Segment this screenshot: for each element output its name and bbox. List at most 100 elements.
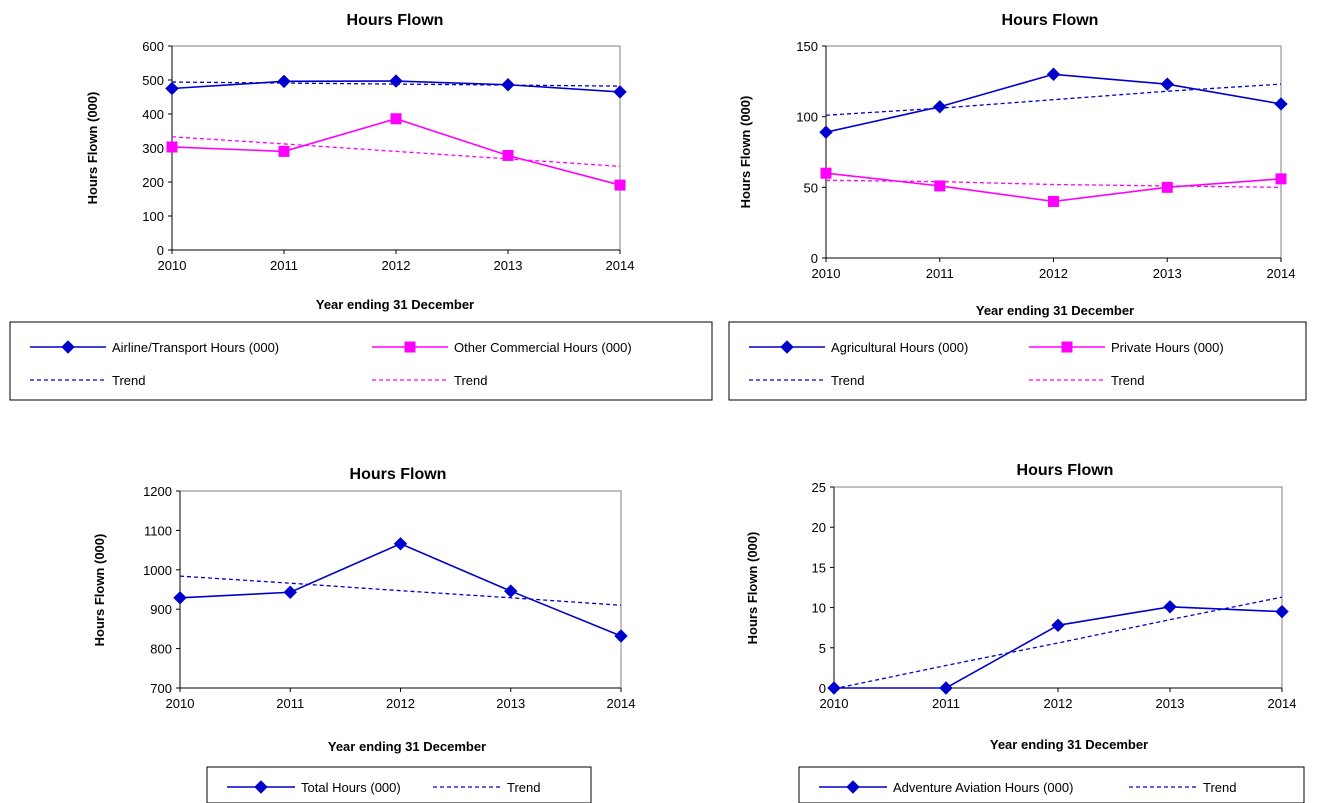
legend-box [9, 321, 713, 401]
data-point-1-3 [1051, 618, 1065, 632]
x-tick-label: 2014 [607, 696, 636, 711]
y-axis-label: Hours Flown (000) [738, 96, 753, 209]
data-point-1-1 [165, 81, 179, 96]
x-tick-label: 2011 [932, 696, 960, 711]
trend-line-2 [171, 136, 621, 168]
x-tick-label: 2011 [276, 696, 304, 711]
plot-area [825, 45, 1282, 259]
y-axis-label: Hours Flown (000) [85, 92, 100, 205]
trend-line-1 [179, 575, 622, 606]
y-tick-label: 0 [819, 681, 826, 696]
y-tick-label: 150 [796, 39, 818, 54]
y-tick-label: 0 [811, 251, 818, 266]
legend-box [206, 766, 592, 803]
data-point-2-1 [166, 141, 178, 153]
data-point-2-5 [614, 179, 626, 191]
chart-title: Hours Flown [1017, 462, 1114, 479]
data-point-2-5 [1275, 173, 1287, 185]
legend: Airline/Transport Hours (000) Other Comme… [9, 321, 713, 401]
data-point-1-2 [277, 74, 291, 89]
x-tick-label: 2010 [166, 696, 195, 711]
x-tick-label: 2012 [382, 258, 411, 273]
x-tick-label: 2013 [496, 696, 525, 711]
data-point-2-2 [278, 145, 290, 157]
data-point-1-5 [613, 85, 627, 99]
legend-swatch-marker [254, 780, 268, 794]
y-tick-label: 500 [142, 73, 164, 88]
trend-line-2 [825, 179, 1282, 188]
chart-title: Hours Flown [350, 466, 447, 483]
legend-label: Airline/Transport Hours (000) [112, 340, 279, 355]
legend-swatch-marker [846, 780, 860, 794]
y-tick-label: 700 [150, 681, 172, 696]
y-tick-label: 1100 [144, 523, 172, 538]
legend-label: Trend [507, 780, 540, 795]
trend-line-1 [825, 83, 1282, 116]
x-tick-label: 2013 [1156, 696, 1185, 711]
y-tick-label: 20 [812, 520, 826, 535]
x-tick-label: 2010 [812, 266, 841, 281]
legend-label: Agricultural Hours (000) [831, 340, 968, 355]
chart-title: Hours Flown [347, 12, 444, 29]
legend-label: Trend [112, 373, 145, 388]
legend-box [798, 766, 1305, 803]
data-point-1-2 [933, 100, 947, 114]
chart-4: Hours Flown Year ending 31 December Hours … [745, 462, 1305, 803]
y-tick-label: 300 [142, 141, 164, 156]
y-tick-label: 10 [812, 601, 826, 616]
data-point-2-2 [934, 180, 946, 192]
data-point-1-3 [389, 74, 403, 88]
legend-label: Trend [831, 373, 864, 388]
x-tick-label: 2012 [386, 696, 415, 711]
legend: Adventure Aviation Hours (000) Trend [798, 766, 1305, 803]
legend: Agricultural Hours (000) Private Hours (0… [728, 321, 1307, 401]
x-tick-label: 2013 [1153, 266, 1182, 281]
legend: Total Hours (000) Trend [206, 766, 592, 803]
y-tick-label: 900 [150, 602, 172, 617]
data-point-2-3 [1048, 195, 1059, 207]
x-axis-label: Year ending 31 December [316, 297, 474, 312]
legend-label: Private Hours (000) [1111, 340, 1224, 355]
y-tick-label: 15 [812, 560, 826, 575]
x-tick-label: 2014 [1268, 696, 1297, 711]
data-point-1-1 [173, 591, 187, 605]
y-tick-label: 600 [142, 39, 164, 54]
data-point-2-3 [390, 113, 402, 125]
x-tick-label: 2012 [1044, 696, 1073, 711]
y-tick-label: 100 [796, 110, 818, 125]
chart-2: Hours Flown Year ending 31 December Hours … [728, 12, 1307, 401]
data-point-1-3 [393, 537, 408, 551]
trend-line-1 [833, 596, 1283, 690]
legend-box [728, 321, 1307, 401]
data-point-1-1 [827, 681, 841, 695]
legend-label: Other Commercial Hours (000) [454, 340, 632, 355]
y-axis-label: Hours Flown (000) [92, 534, 107, 647]
legend-swatch-marker [404, 341, 416, 353]
chart-title: Hours Flown [1002, 12, 1099, 29]
data-point-1-5 [1274, 97, 1288, 111]
data-point-1-2 [939, 681, 953, 695]
x-tick-label: 2014 [606, 258, 635, 273]
plot-area [179, 490, 622, 689]
data-point-1-3 [1046, 67, 1061, 81]
x-tick-label: 2013 [494, 258, 523, 273]
chart-1: Hours Flown Year ending 31 December Hours … [9, 12, 713, 401]
y-tick-label: 200 [142, 175, 164, 190]
data-point-2-4 [1161, 181, 1173, 193]
data-point-1-4 [501, 78, 515, 92]
y-tick-label: 100 [142, 209, 164, 224]
x-tick-label: 2011 [270, 258, 298, 273]
legend-swatch-marker [61, 340, 75, 354]
y-axis-label: Hours Flown (000) [745, 532, 760, 645]
y-tick-label: 400 [142, 107, 164, 122]
y-tick-label: 5 [819, 641, 826, 656]
x-axis-label: Year ending 31 December [990, 737, 1148, 752]
y-tick-label: 25 [812, 480, 826, 495]
y-tick-label: 0 [157, 243, 164, 258]
data-point-1-4 [1160, 77, 1174, 91]
data-point-1-2 [283, 585, 297, 599]
y-tick-label: 50 [804, 180, 818, 195]
data-point-1-4 [1163, 600, 1177, 614]
y-tick-label: 800 [150, 642, 172, 657]
